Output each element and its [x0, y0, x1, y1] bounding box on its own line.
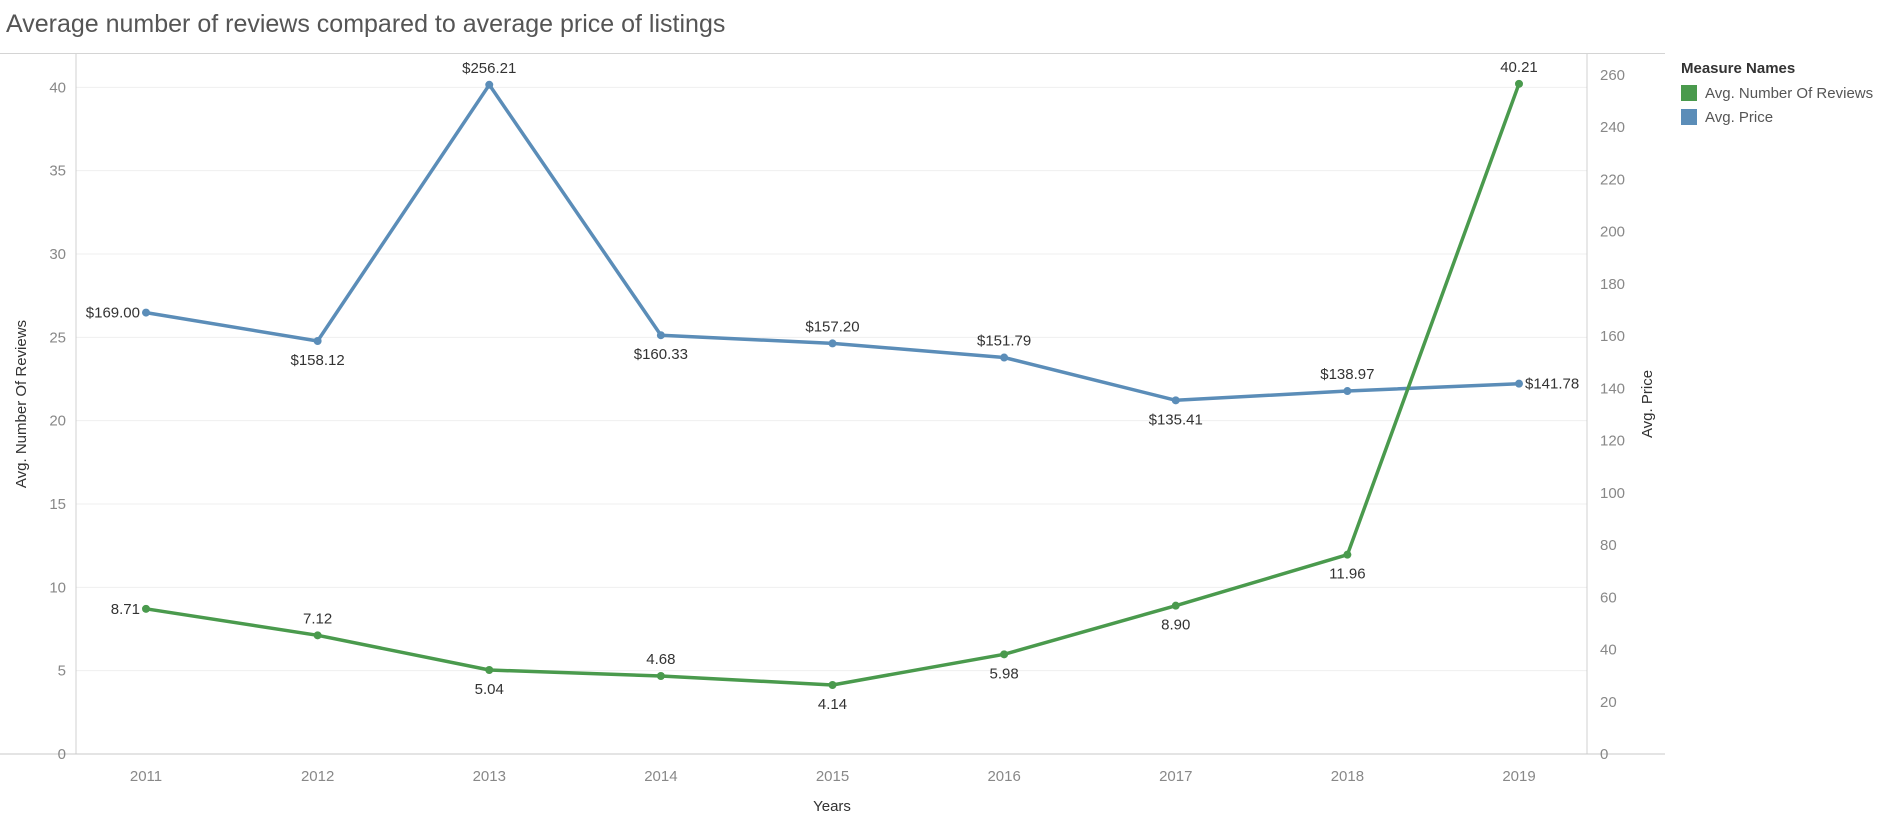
data-point-reviews [828, 681, 837, 689]
data-point-price [142, 308, 150, 317]
y-right-tick-label: 140 [1600, 380, 1625, 397]
y-left-tick-label: 20 [49, 413, 66, 430]
legend-item-price[interactable]: Avg. Price [1681, 105, 1873, 129]
data-label-price: $135.41 [1149, 411, 1203, 428]
y-right-tick-label: 120 [1600, 433, 1625, 450]
y-right-tick-label: 80 [1600, 537, 1617, 554]
data-point-reviews [656, 672, 665, 680]
data-point-price [1171, 396, 1180, 405]
x-tick-label: 2018 [1331, 768, 1364, 785]
x-tick-label: 2017 [1159, 768, 1192, 785]
y-left-tick-label: 40 [49, 79, 66, 96]
data-point-price [1515, 379, 1523, 388]
x-tick-label: 2011 [130, 768, 162, 785]
legend-swatch-reviews [1681, 85, 1697, 101]
data-point-reviews [313, 631, 322, 640]
data-point-reviews [1171, 601, 1180, 610]
data-label-reviews: 8.71 [111, 601, 140, 618]
legend-item-reviews[interactable]: Avg. Number Of Reviews [1681, 81, 1873, 105]
data-label-price: $158.12 [291, 352, 345, 369]
data-label-price: $256.21 [462, 60, 516, 77]
y-right-axis-title: Avg. Price [1639, 370, 1656, 438]
y-left-axis-title: Avg. Number Of Reviews [13, 320, 30, 488]
data-label-price: $141.78 [1525, 376, 1579, 393]
data-point-price [485, 80, 494, 89]
y-right-tick-label: 180 [1600, 276, 1625, 293]
legend-swatch-price [1681, 109, 1697, 125]
y-right-tick-label: 20 [1600, 694, 1617, 711]
y-right-tick-label: 220 [1600, 171, 1625, 188]
legend: Measure Names Avg. Number Of Reviews Avg… [1681, 60, 1873, 129]
x-tick-label: 2015 [816, 768, 849, 785]
x-tick-label: 2019 [1502, 768, 1535, 785]
y-left-tick-label: 10 [49, 579, 66, 596]
data-point-price [656, 331, 665, 340]
y-left-tick-label: 30 [49, 246, 66, 263]
data-label-reviews: 4.14 [818, 696, 847, 713]
y-right-tick-label: 40 [1600, 642, 1617, 659]
title-divider [0, 53, 1665, 54]
data-point-reviews [1000, 650, 1009, 659]
y-right-tick-label: 260 [1600, 67, 1625, 84]
data-label-price: $160.33 [634, 346, 688, 363]
y-right-tick-label: 60 [1600, 589, 1617, 606]
y-right-tick-label: 160 [1600, 328, 1625, 345]
data-point-price [1343, 387, 1352, 396]
data-label-reviews: 8.90 [1161, 617, 1190, 634]
data-label-reviews: 5.98 [990, 665, 1019, 682]
y-left-tick-label: 0 [58, 746, 66, 763]
data-label-price: $151.79 [977, 333, 1031, 350]
data-label-reviews: 5.04 [475, 681, 504, 698]
y-left-tick-label: 5 [58, 663, 66, 680]
data-label-reviews: 7.12 [303, 610, 332, 627]
y-right-tick-label: 100 [1600, 485, 1625, 502]
y-right-tick-label: 240 [1600, 119, 1625, 136]
data-label-reviews: 40.21 [1500, 59, 1538, 76]
y-right-tick-label: 200 [1600, 224, 1625, 241]
data-label-reviews: 11.96 [1329, 566, 1365, 583]
x-axis-title: Years [813, 798, 851, 815]
y-right-tick-label: 0 [1600, 746, 1608, 763]
series-line-reviews [144, 82, 1521, 687]
data-point-reviews [1515, 79, 1523, 88]
data-point-reviews [485, 666, 494, 674]
y-left-tick-label: 35 [49, 163, 66, 180]
data-point-price [1000, 353, 1009, 362]
x-tick-label: 2014 [644, 768, 677, 785]
legend-title: Measure Names [1681, 60, 1796, 77]
x-tick-label: 2012 [301, 768, 334, 785]
data-point-price [313, 337, 322, 345]
data-point-price [828, 339, 837, 348]
series-line-price [144, 83, 1521, 403]
data-label-price: $157.20 [805, 318, 859, 335]
y-left-tick-label: 25 [49, 329, 66, 346]
data-point-reviews [1343, 550, 1352, 559]
data-label-price: $138.97 [1320, 366, 1374, 383]
data-label-price: $169.00 [86, 305, 140, 322]
chart-title: Average number of reviews compared to av… [6, 10, 726, 38]
legend-label-price: Avg. Price [1705, 108, 1774, 126]
data-label-reviews: 4.68 [646, 651, 675, 668]
x-tick-label: 2016 [987, 768, 1020, 785]
y-left-tick-label: 15 [49, 496, 66, 513]
data-point-reviews [142, 604, 150, 613]
x-tick-label: 2013 [473, 768, 506, 785]
legend-label-reviews: Avg. Number Of Reviews [1705, 84, 1874, 102]
